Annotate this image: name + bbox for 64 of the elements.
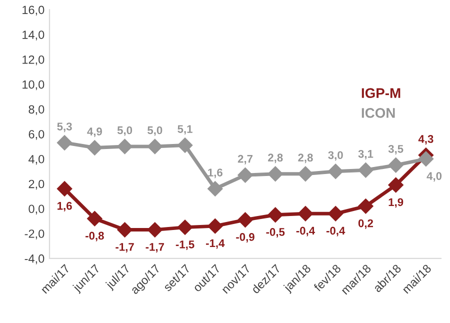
y-tick-label: -4,0 xyxy=(24,254,44,264)
point xyxy=(268,207,283,222)
point xyxy=(328,206,344,222)
y-tick-label: 2,0 xyxy=(28,180,44,190)
y-tick-label: -2,0 xyxy=(24,230,44,240)
point xyxy=(388,158,404,173)
data-label: 1,9 xyxy=(388,198,404,208)
data-label: -0,4 xyxy=(296,226,315,236)
point xyxy=(56,181,72,196)
data-label: 1,6 xyxy=(208,168,222,178)
y-tick-label: 14,0 xyxy=(22,30,44,40)
data-label: -1,4 xyxy=(206,239,225,249)
point xyxy=(117,222,132,238)
point xyxy=(177,220,193,235)
data-label: -1,5 xyxy=(176,240,194,250)
point xyxy=(117,138,132,154)
point xyxy=(358,198,374,214)
y-tick-label: 6,0 xyxy=(28,130,44,140)
data-label: -1,7 xyxy=(146,243,164,252)
y-tick-label: 0,0 xyxy=(28,204,44,214)
point xyxy=(418,151,434,166)
point xyxy=(268,166,283,182)
data-label: -0,5 xyxy=(266,228,285,238)
y-tick-label: 10,0 xyxy=(22,80,44,90)
data-label: -0,8 xyxy=(86,232,104,242)
data-label: 5,0 xyxy=(117,126,132,136)
point xyxy=(87,140,102,156)
data-label: 5,0 xyxy=(148,126,162,136)
point xyxy=(238,212,253,228)
data-label: 3,1 xyxy=(358,150,374,160)
data-label: 2,8 xyxy=(298,154,313,164)
point xyxy=(208,181,223,196)
point xyxy=(208,218,223,234)
data-label: 5,1 xyxy=(178,125,192,135)
data-label: 3,0 xyxy=(328,151,343,161)
data-label: 0,2 xyxy=(358,219,373,229)
data-label: 4,3 xyxy=(418,135,434,144)
point xyxy=(238,168,253,183)
text: ICON xyxy=(362,108,395,118)
point xyxy=(87,211,102,226)
data-label: 1,6 xyxy=(58,202,72,212)
point xyxy=(177,138,193,153)
point xyxy=(147,138,162,154)
point xyxy=(298,166,314,182)
data-label: 2,8 xyxy=(268,154,283,164)
text: IGP-M xyxy=(362,88,400,98)
data-label: 4,0 xyxy=(426,172,442,182)
data-label: -0,9 xyxy=(236,233,254,242)
point xyxy=(358,162,374,178)
data-label: -1,7 xyxy=(116,243,134,252)
data-label: 5,3 xyxy=(57,122,72,132)
y-tick-label: 12,0 xyxy=(22,55,44,66)
data-label: 3,5 xyxy=(388,144,404,154)
y-tick-label: 16,0 xyxy=(22,6,44,16)
point xyxy=(328,164,344,179)
data-label: 4,9 xyxy=(87,128,102,138)
point xyxy=(388,177,404,193)
point xyxy=(298,206,314,222)
y-tick-label: 4,0 xyxy=(28,154,44,165)
point xyxy=(56,135,72,150)
data-label: 2,7 xyxy=(238,154,252,164)
data-label: -0,4 xyxy=(326,226,346,236)
y-tick-label: 8,0 xyxy=(28,105,44,115)
point xyxy=(147,222,162,238)
